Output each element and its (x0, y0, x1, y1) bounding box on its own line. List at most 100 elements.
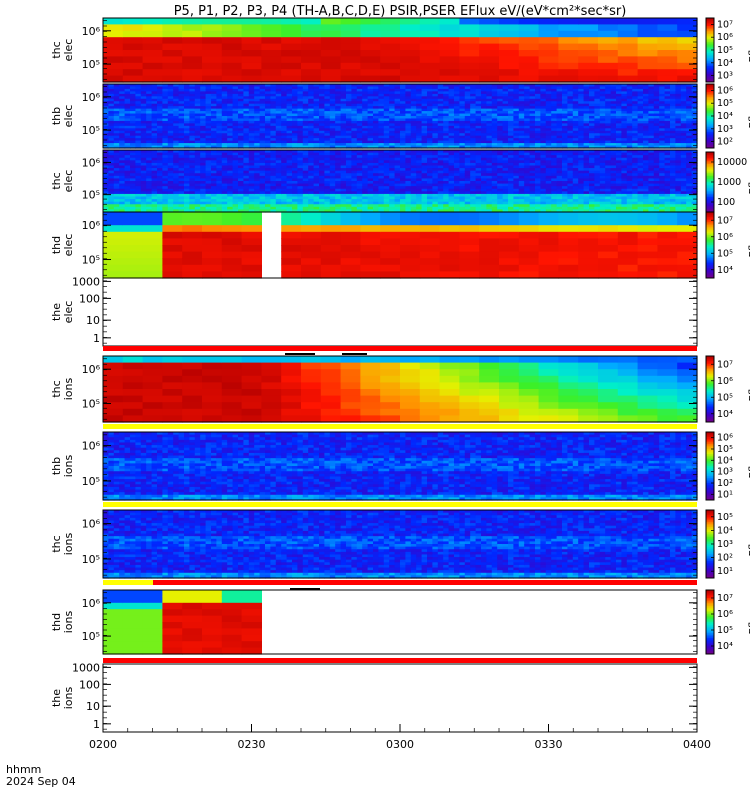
heat-cell (335, 93, 342, 97)
heat-cell (319, 103, 325, 107)
heat-cell (617, 24, 639, 32)
heat-cell (373, 125, 379, 129)
heat-cell (232, 138, 239, 142)
heat-cell (103, 116, 109, 120)
heat-cell (378, 140, 385, 144)
heat-cell (335, 86, 342, 90)
heat-cell (103, 118, 109, 122)
colorbar-segment (706, 56, 714, 59)
heat-cell (167, 123, 174, 127)
heat-cell (211, 101, 217, 105)
heat-cell (324, 111, 331, 115)
heat-cell (301, 75, 322, 83)
heat-cell (275, 111, 282, 115)
heat-cell (324, 130, 331, 134)
heat-cell (292, 123, 298, 127)
heat-cell (308, 84, 315, 88)
heat-cell (270, 118, 277, 122)
heat-cell (182, 24, 203, 32)
heat-cell (227, 84, 234, 88)
heat-cell (119, 93, 126, 97)
heat-cell (292, 101, 298, 105)
heat-cell (383, 120, 390, 124)
heat-cell (459, 43, 480, 51)
heat-cell (254, 106, 261, 110)
heat-cell (254, 108, 261, 112)
heat-cell (378, 145, 385, 149)
heat-cell (202, 69, 223, 77)
heat-cell (297, 143, 304, 147)
heat-cell (108, 106, 115, 110)
heat-cell (157, 125, 163, 129)
heat-cell (124, 111, 131, 115)
heat-cell (216, 140, 223, 144)
heat-cell (108, 98, 115, 102)
heat-cell (657, 30, 678, 38)
heat-cell (313, 113, 320, 117)
heat-cell (243, 91, 250, 95)
heat-cell (319, 108, 325, 112)
heat-cell (378, 86, 385, 90)
heat-cell (259, 113, 266, 117)
heat-cell (297, 135, 304, 139)
heat-cell (130, 118, 136, 122)
heat-cell (270, 103, 277, 107)
heat-cell (383, 140, 390, 144)
heat-cell (248, 111, 255, 115)
heat-cell (324, 118, 331, 122)
heat-cell (146, 98, 153, 102)
heat-cell (103, 108, 109, 112)
heat-cell (254, 116, 261, 120)
heat-cell (313, 118, 320, 122)
heat-cell (205, 135, 212, 139)
heat-cell (254, 111, 261, 115)
heat-cell (439, 75, 460, 83)
heat-cell (184, 140, 190, 144)
heat-cell (227, 130, 234, 134)
heat-cell (103, 130, 109, 134)
heat-cell (499, 37, 520, 45)
heat-cell (238, 86, 244, 90)
heat-cell (265, 138, 271, 142)
heat-cell (394, 103, 401, 107)
heat-cell (518, 37, 540, 45)
heat-cell (178, 113, 185, 117)
heat-cell (297, 140, 304, 144)
heat-cell (113, 125, 120, 129)
heat-cell (259, 88, 266, 92)
heat-cell (221, 69, 243, 77)
heat-cell (221, 108, 228, 112)
heat-cell (320, 62, 342, 70)
heat-cell (142, 24, 163, 32)
heat-cell (140, 113, 147, 117)
heat-cell (281, 50, 302, 57)
heat-cell (275, 113, 282, 117)
heat-cell (356, 145, 363, 149)
heat-cell (281, 91, 288, 95)
heat-cell (142, 50, 163, 57)
heat-cell (340, 106, 347, 110)
heat-cell (286, 96, 293, 100)
heat-cell (259, 145, 266, 149)
heat-cell (135, 98, 142, 102)
heat-cell (459, 75, 480, 83)
heat-cell (416, 84, 423, 88)
heat-cell (410, 140, 417, 144)
heat-cell (241, 24, 262, 32)
heat-cell (167, 140, 174, 144)
heat-cell (400, 113, 406, 117)
heat-cell (146, 145, 153, 149)
heat-cell (182, 18, 203, 25)
heat-cell (122, 50, 144, 57)
heat-cell (243, 135, 250, 139)
heat-cell (292, 98, 298, 102)
heat-cell (162, 75, 183, 83)
heat-cell (261, 18, 282, 25)
heat-cell (383, 103, 390, 107)
heat-cell (162, 113, 169, 117)
heat-cell (119, 101, 126, 105)
heat-cell (367, 113, 374, 117)
heat-cell (243, 116, 250, 120)
heat-cell (479, 18, 500, 25)
heat-cell (394, 145, 401, 149)
